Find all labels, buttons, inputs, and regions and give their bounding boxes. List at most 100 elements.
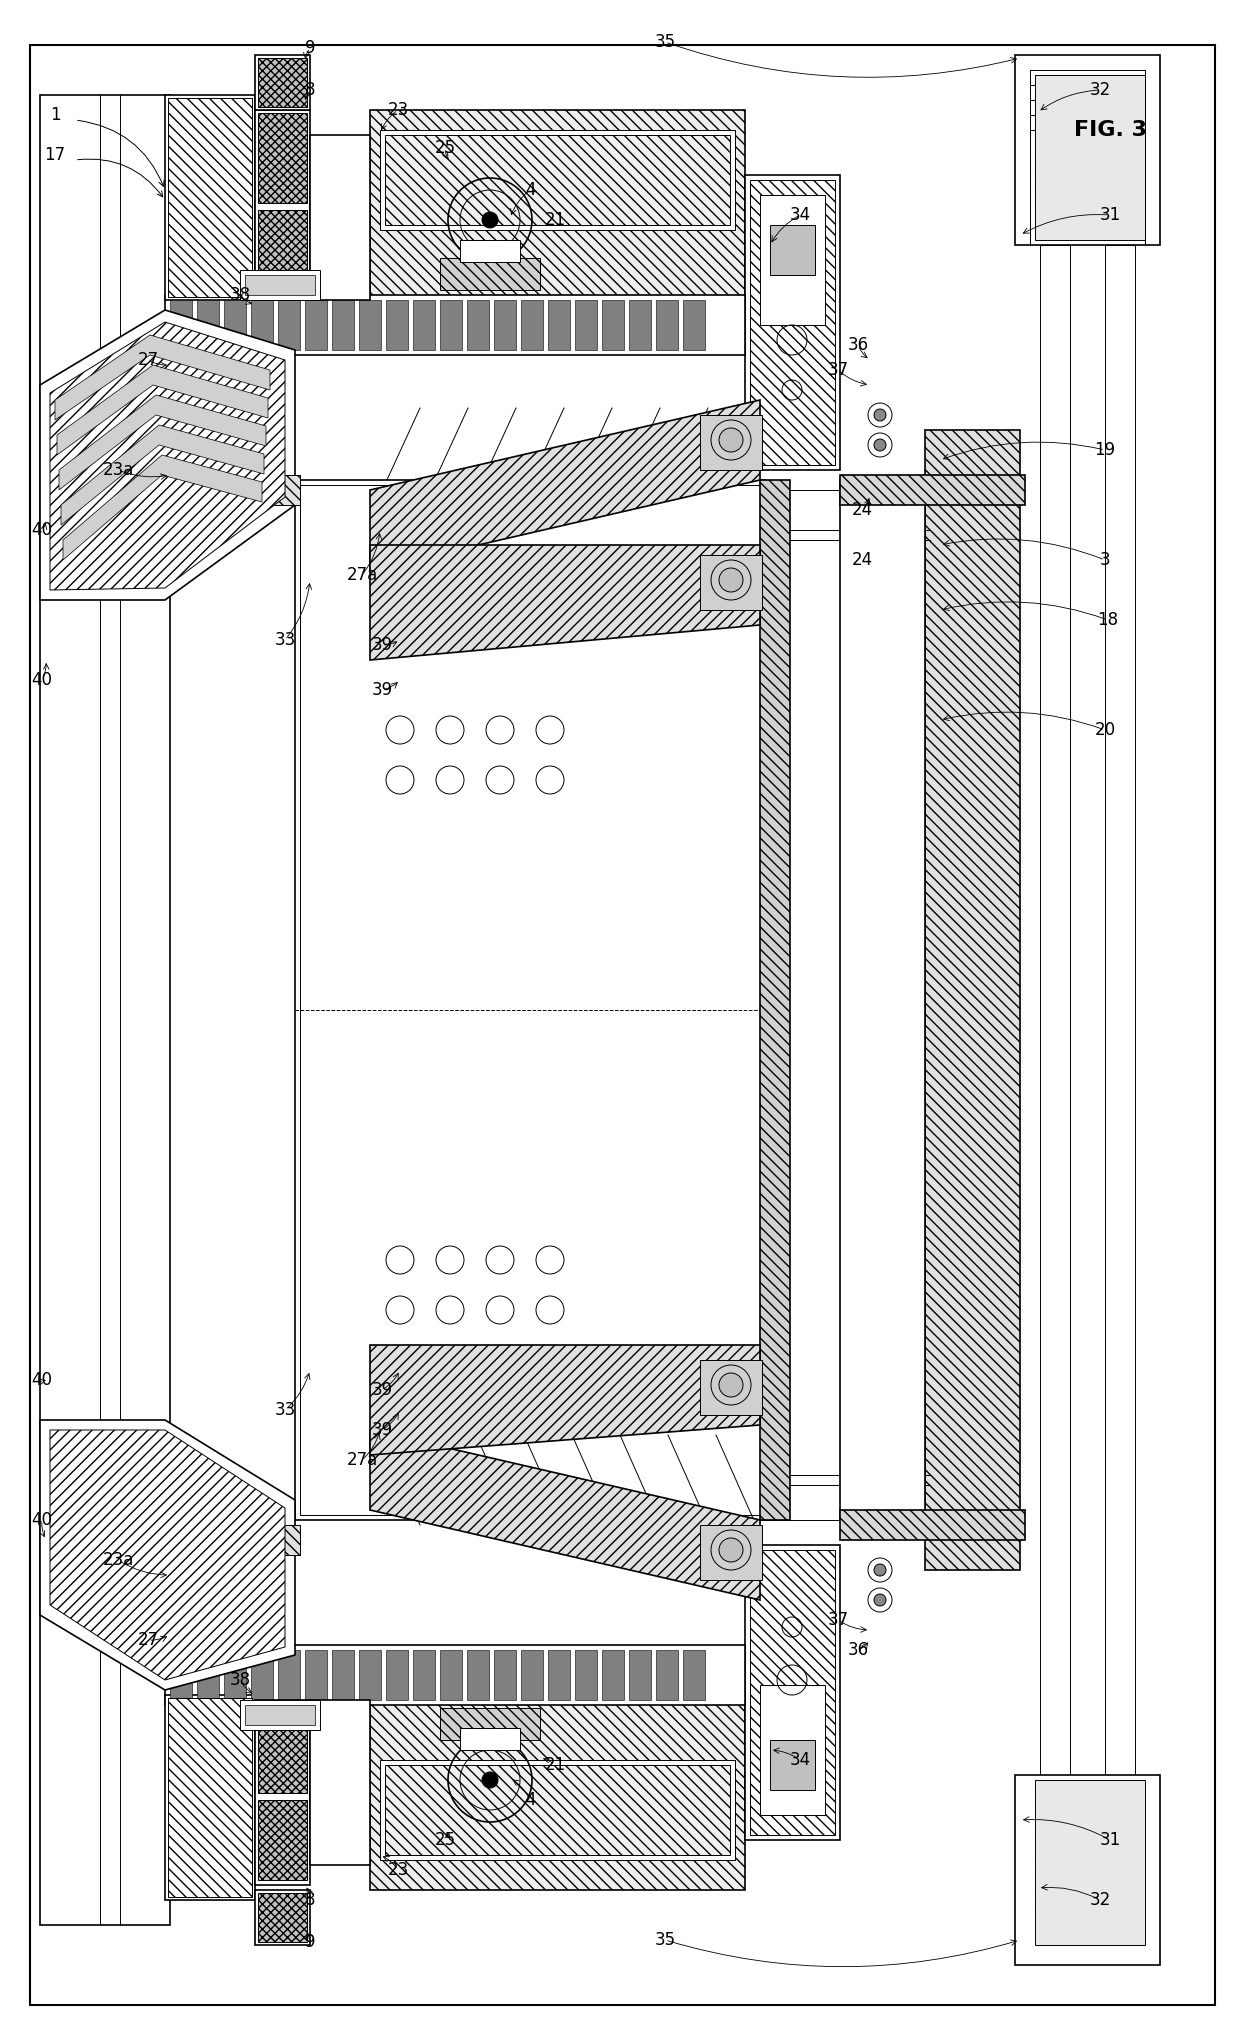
Bar xyxy=(197,299,219,350)
Bar xyxy=(370,109,745,299)
Text: 35: 35 xyxy=(655,32,676,51)
Circle shape xyxy=(719,1538,743,1562)
Text: 39: 39 xyxy=(372,681,393,699)
Bar xyxy=(701,1360,763,1415)
Bar xyxy=(521,1649,543,1700)
Bar xyxy=(701,556,763,610)
Bar xyxy=(258,1704,308,1793)
Bar xyxy=(467,1649,489,1700)
Bar xyxy=(1105,245,1135,1774)
Bar xyxy=(258,113,308,202)
Bar xyxy=(310,1700,370,1865)
Text: 37: 37 xyxy=(827,362,848,380)
Bar xyxy=(246,275,315,295)
Bar xyxy=(360,1649,381,1700)
Bar xyxy=(575,299,596,350)
Text: 32: 32 xyxy=(1090,1892,1111,1910)
Text: 40: 40 xyxy=(31,671,52,689)
Bar xyxy=(255,55,310,109)
Polygon shape xyxy=(57,366,268,455)
Text: 39: 39 xyxy=(372,637,393,655)
Bar xyxy=(629,299,651,350)
Bar xyxy=(379,129,735,230)
Polygon shape xyxy=(40,1421,295,1690)
Text: 23a: 23a xyxy=(103,461,134,479)
Bar xyxy=(760,1686,825,1815)
Bar xyxy=(770,224,815,275)
Bar xyxy=(258,1894,308,1942)
Bar xyxy=(839,475,1025,505)
Polygon shape xyxy=(60,394,267,489)
Text: 21: 21 xyxy=(544,210,565,228)
Bar xyxy=(745,1544,839,1839)
Bar xyxy=(165,295,745,356)
Bar xyxy=(241,1700,320,1730)
Text: 34: 34 xyxy=(790,206,811,224)
Bar xyxy=(305,1649,327,1700)
Text: 38: 38 xyxy=(229,287,250,303)
Text: 31: 31 xyxy=(1100,206,1121,224)
Circle shape xyxy=(874,408,887,420)
Text: 40: 40 xyxy=(31,1370,52,1388)
Bar xyxy=(575,1649,596,1700)
Text: 34: 34 xyxy=(790,1750,811,1768)
Bar xyxy=(1035,1781,1145,1944)
Text: 27a: 27a xyxy=(346,1451,378,1469)
Text: 24: 24 xyxy=(852,501,873,519)
Bar xyxy=(601,299,624,350)
Text: 27a: 27a xyxy=(346,566,378,584)
Polygon shape xyxy=(370,400,760,570)
Text: 8: 8 xyxy=(305,81,315,99)
Bar xyxy=(440,1649,463,1700)
Bar xyxy=(246,1706,315,1726)
Bar xyxy=(250,1649,273,1700)
Text: 36: 36 xyxy=(847,1641,868,1659)
Bar xyxy=(460,1728,520,1750)
Bar xyxy=(224,1649,246,1700)
Bar xyxy=(656,1649,678,1700)
Bar xyxy=(467,299,489,350)
Circle shape xyxy=(874,1564,887,1576)
Text: 19: 19 xyxy=(1095,441,1116,459)
Polygon shape xyxy=(370,546,760,661)
Bar xyxy=(165,95,255,299)
Bar xyxy=(548,299,570,350)
Text: 27: 27 xyxy=(138,1631,159,1649)
Bar xyxy=(360,299,381,350)
Bar xyxy=(167,97,252,297)
Bar xyxy=(413,299,435,350)
Text: 40: 40 xyxy=(31,521,52,540)
Bar xyxy=(494,1649,516,1700)
Bar xyxy=(925,430,1021,1570)
Bar xyxy=(413,1649,435,1700)
Bar xyxy=(750,180,835,465)
Circle shape xyxy=(874,439,887,451)
Bar xyxy=(1016,55,1159,245)
Bar xyxy=(258,210,308,295)
Text: 21: 21 xyxy=(544,1756,565,1774)
Text: 33: 33 xyxy=(274,1401,295,1419)
Text: FIG. 3: FIG. 3 xyxy=(1074,119,1147,139)
Bar xyxy=(440,259,539,289)
Bar xyxy=(165,475,300,505)
Bar xyxy=(384,1764,730,1855)
Bar xyxy=(683,1649,706,1700)
Text: 39: 39 xyxy=(372,1380,393,1399)
Text: 36: 36 xyxy=(847,335,868,354)
Text: 33: 33 xyxy=(274,631,295,649)
Text: 4: 4 xyxy=(525,182,536,198)
Bar xyxy=(255,1890,310,1944)
Text: 23: 23 xyxy=(387,1861,409,1880)
Bar xyxy=(379,1760,735,1859)
Polygon shape xyxy=(63,455,262,560)
Bar xyxy=(165,1696,255,1900)
Circle shape xyxy=(719,428,743,453)
Polygon shape xyxy=(50,321,285,590)
Text: 35: 35 xyxy=(655,1930,676,1948)
Bar xyxy=(167,1698,252,1898)
Bar xyxy=(629,1649,651,1700)
Bar xyxy=(295,481,765,1520)
Bar xyxy=(1040,245,1070,1774)
Bar xyxy=(170,1649,192,1700)
Bar xyxy=(332,1649,353,1700)
